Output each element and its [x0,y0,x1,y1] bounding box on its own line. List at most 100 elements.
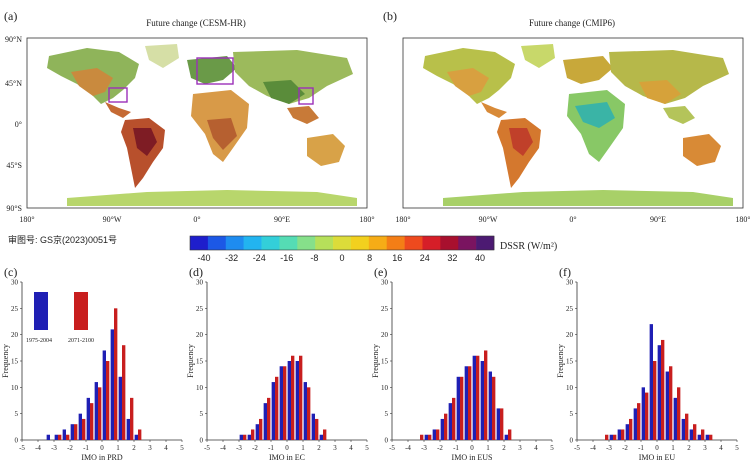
y-tick-label: 0 [15,437,19,445]
lat-label: 90°S [6,204,22,213]
histogram-bar [118,376,122,440]
histogram-bar [271,382,275,440]
histogram-bar [243,434,247,440]
histogram-bar [673,397,677,440]
lon-label: 180° [395,215,410,224]
y-tick-label: 30 [381,279,389,287]
colorbar-swatch [315,236,334,250]
colorbar-swatch [279,236,298,250]
histogram-bar [448,403,452,440]
y-tick-label: 0 [570,437,574,445]
x-tick-label: 5 [365,444,369,452]
lat-label: 45°S [6,161,22,170]
histogram-bar [110,329,114,440]
x-tick-label: 0 [100,444,104,452]
y-tick-label: 20 [11,331,19,339]
lon-label: 180° [359,215,374,224]
histogram-bar [255,424,259,440]
histogram-bar [492,376,496,440]
histogram-bar [504,434,508,440]
histogram-bar [94,382,98,440]
histogram-bar [693,424,697,440]
x-tick-label: 5 [180,444,184,452]
histogram-bar [263,403,267,440]
histogram-bar [500,408,504,440]
x-tick-label: 2 [132,444,136,452]
x-tick-label: -1 [268,444,274,452]
lat-label: 90°N [5,35,22,44]
histogram-bar [247,434,251,440]
legend-label-period2: 2071-2100 [68,338,94,344]
x-tick-label: 0 [285,444,289,452]
histogram-bar [259,418,263,440]
y-tick-label: 5 [385,410,389,418]
colorbar-tick-label: 16 [392,253,402,263]
lon-label: 90°E [650,215,666,224]
histogram-bar [629,418,633,440]
histogram-bar [701,429,705,440]
x-tick-label: 1 [301,444,305,452]
histogram-bar [126,418,130,440]
lat-label: 45°N [5,79,22,88]
histogram-bar [98,387,102,440]
x-tick-label: -2 [252,444,258,452]
x-tick-label: -1 [638,444,644,452]
y-tick-label: 25 [566,305,574,313]
x-tick-label: 3 [148,444,152,452]
lon-label: 180° [735,215,750,224]
x-tick-label: -2 [437,444,443,452]
panel-b-letter: (b) [383,9,397,23]
histogram-bar [617,429,621,440]
histogram-bar [58,434,62,440]
x-tick-label: -4 [35,444,41,452]
colorbar-tick-label: -16 [280,253,293,263]
histogram-bar [74,424,78,440]
colorbar-tick-label: -40 [197,253,210,263]
histogram-bar [641,387,645,440]
x-tick-label: 4 [534,444,538,452]
y-tick-label: 5 [570,410,574,418]
histogram-bar [689,429,693,440]
x-tick-label: 1 [671,444,675,452]
histogram-bar [291,355,295,440]
histogram-bar [609,434,613,440]
map-approval-note: 审图号: GS京(2023)0051号 [8,234,117,245]
histogram-bar [311,413,315,440]
x-tick-label: 4 [349,444,353,452]
x-tick-label: -3 [606,444,612,452]
panel-letter: (e) [374,265,387,279]
x-tick-label: 4 [719,444,723,452]
histogram-bar [82,418,86,440]
colorbar-swatch [225,236,244,250]
histogram-bar [709,434,713,440]
x-tick-label: 4 [164,444,168,452]
colorbar-swatch [243,236,262,250]
map-b-land [423,44,733,206]
histogram-bar [496,408,500,440]
histogram-bar [420,434,424,440]
panel-letter: (f) [559,265,571,279]
histogram-bar [307,387,311,440]
panel-letter: (d) [189,265,203,279]
histogram-bar [275,376,279,440]
histogram-bar [705,434,709,440]
colorbar-swatch [350,236,370,250]
y-axis-label: Frequency [186,344,195,378]
x-tick-label: -3 [51,444,57,452]
x-tick-label: -5 [389,444,395,452]
lon-label: 90°E [274,215,290,224]
histogram-bar [86,397,90,440]
colorbar-tick-label: 24 [420,253,430,263]
colorbar-swatch [422,236,441,250]
legend-swatch-period1 [34,292,48,330]
y-axis-label: Frequency [1,344,10,378]
histogram-bar [239,434,243,440]
histogram-bar [130,397,134,440]
x-axis-label: IMO in EU [639,453,676,462]
histogram-bar [440,418,444,440]
colorbar-swatch [261,236,280,250]
y-tick-label: 30 [196,279,204,287]
colorbar-tick-label: -8 [310,253,318,263]
